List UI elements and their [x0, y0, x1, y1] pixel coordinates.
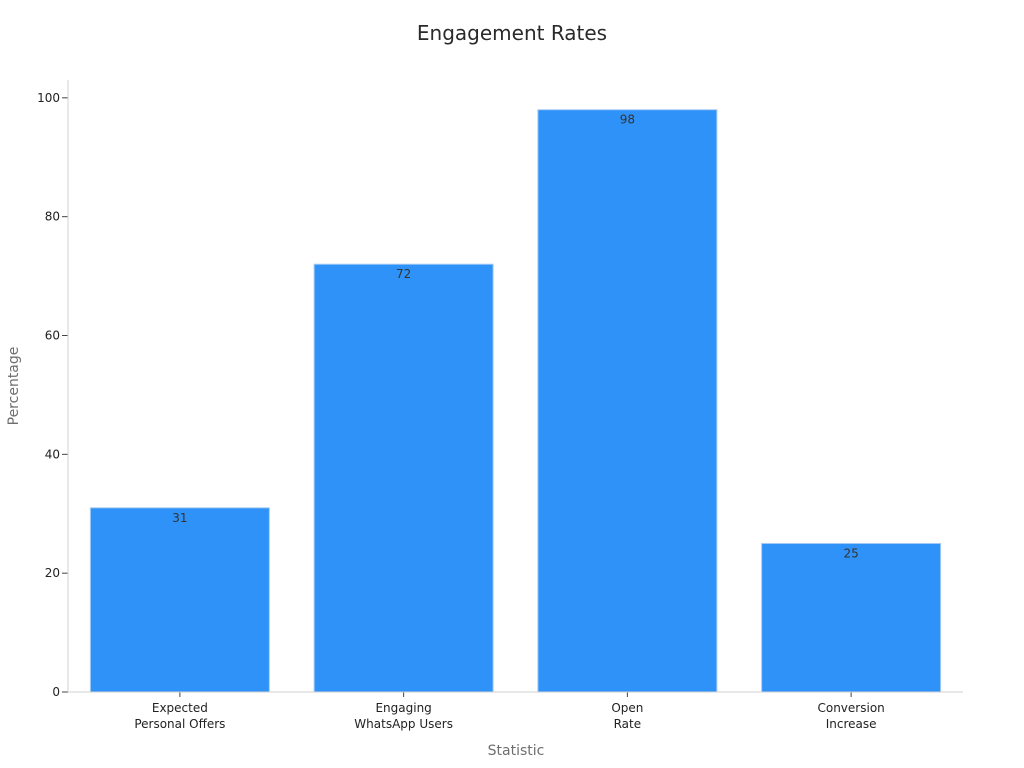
x-tick-label: Open [611, 701, 643, 715]
y-tick-label: 40 [45, 447, 60, 461]
y-tick-label: 60 [45, 328, 60, 342]
y-tick: 40 [45, 447, 68, 461]
y-tick: 0 [52, 685, 68, 699]
x-tick-label: WhatsApp Users [354, 717, 453, 731]
bar-series [89, 109, 942, 693]
x-tick-label: Increase [826, 717, 877, 731]
x-axis-title: Statistic [488, 743, 545, 759]
y-tick-label: 100 [37, 91, 60, 105]
x-tick-label: Rate [614, 717, 642, 731]
x-tick-label: Engaging [375, 701, 431, 715]
bar [537, 109, 718, 693]
y-axis-ticks: 0 20 40 60 80 100 [37, 91, 68, 699]
y-axis-title: Percentage [6, 347, 22, 426]
bar [89, 507, 270, 693]
y-tick-label: 20 [45, 566, 60, 580]
y-tick: 60 [45, 328, 68, 342]
bar-value-label: 25 [843, 546, 858, 560]
y-tick: 100 [37, 91, 68, 105]
y-tick: 20 [45, 566, 68, 580]
x-tick-label: Expected [152, 701, 208, 715]
bar-value-label: 72 [396, 267, 411, 281]
y-tick-label: 80 [45, 210, 60, 224]
x-tick-label: Personal Offers [134, 717, 225, 731]
value-labels: 31 72 98 25 [172, 113, 859, 561]
y-tick-label: 0 [52, 685, 60, 699]
x-axis-ticks: Expected Personal Offers Engaging WhatsApp … [134, 692, 885, 731]
y-tick: 80 [45, 210, 68, 224]
x-tick-label: Conversion [817, 701, 884, 715]
bar-value-label: 98 [620, 113, 635, 127]
bar-value-label: 31 [172, 511, 187, 525]
bar [313, 263, 494, 693]
bar [761, 542, 942, 693]
chart-title: Engagement Rates [417, 21, 607, 45]
